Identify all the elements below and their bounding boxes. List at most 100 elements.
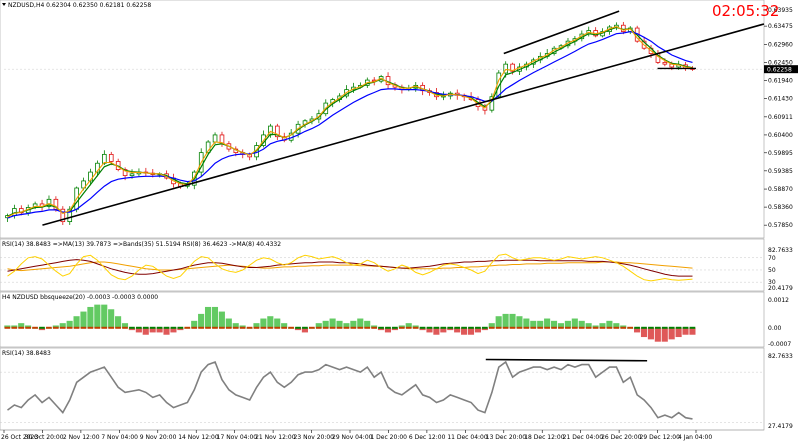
squeeze-bar	[377, 327, 385, 331]
squeeze-dot	[565, 326, 571, 329]
time-tick-label: 14 Nov 12:00	[178, 434, 219, 441]
squeeze-bar	[80, 311, 87, 328]
current-price-marker	[764, 65, 798, 74]
squeeze-dot	[336, 326, 343, 329]
candle-body	[53, 198, 59, 210]
price-tick-label: 0.58360	[768, 204, 793, 211]
candle	[205, 140, 211, 155]
squeeze-bar	[274, 318, 281, 328]
squeeze-bar	[357, 318, 364, 328]
price-tick-label: 0.63935	[768, 7, 793, 14]
candle-body	[275, 125, 280, 138]
time-tick-label: 2 Nov 12:00	[63, 434, 100, 441]
candle-body	[212, 134, 218, 143]
squeeze-dot	[364, 326, 371, 329]
squeeze-bar	[682, 327, 689, 335]
squeeze-dot	[551, 326, 557, 329]
rsi-plot	[0, 358, 764, 423]
squeeze-bar	[177, 327, 184, 331]
rsi-ma-header: RSI(14) 38.8483 =>MA(13) 39.7873 =>Bands…	[2, 241, 281, 248]
squeeze-dot	[405, 326, 412, 329]
squeeze-bar	[87, 306, 94, 328]
squeeze-dot	[52, 326, 59, 329]
price-panel[interactable]	[0, 0, 765, 239]
squeeze-plot	[4, 304, 696, 342]
squeeze-dot	[475, 326, 481, 329]
squeeze-bar	[537, 320, 544, 328]
time-tick-label: 23 Nov 20:00	[294, 434, 335, 441]
squeeze-dot	[585, 326, 592, 329]
squeeze-bar	[115, 316, 122, 328]
squeeze-bar	[170, 327, 177, 333]
squeeze-bar	[4, 325, 11, 328]
candle	[60, 206, 66, 225]
squeeze-dot	[101, 326, 108, 329]
squeeze-dot	[357, 326, 364, 329]
rsi-panel[interactable]	[0, 347, 765, 431]
squeeze-bar	[391, 327, 398, 331]
squeeze-bar	[606, 320, 613, 328]
squeeze-bar	[315, 323, 322, 328]
trendline[interactable]	[42, 23, 765, 226]
squeeze-bar	[585, 323, 592, 328]
squeeze-bar	[211, 306, 219, 328]
squeeze-bar	[94, 304, 101, 328]
squeeze-bar	[661, 327, 668, 342]
squeeze-dot	[66, 326, 73, 329]
squeeze-dot	[682, 326, 689, 329]
squeeze-bar	[668, 327, 675, 340]
squeeze-bar	[398, 325, 405, 328]
candle-body	[662, 61, 668, 65]
rsi-axis-label: 27.4179	[768, 423, 793, 430]
squeeze-dot	[502, 326, 509, 329]
squeeze-bar	[336, 320, 343, 328]
rsi-ma-axis-label: 50	[768, 267, 776, 274]
squeeze-bar	[163, 327, 170, 335]
squeeze-bar	[571, 318, 578, 328]
squeeze-bar	[371, 325, 378, 328]
squeeze-dot	[419, 326, 426, 329]
squeeze-dot	[412, 326, 419, 329]
squeeze-bar	[564, 320, 571, 328]
squeeze-dot	[212, 326, 218, 329]
squeeze-bar	[329, 318, 336, 328]
squeeze-bar	[592, 325, 599, 328]
rsi-trendline[interactable]	[485, 358, 648, 362]
squeeze-dot	[530, 326, 537, 329]
squeeze-dot	[149, 326, 156, 329]
rsi-header: RSI(14) 38.8483	[2, 350, 51, 357]
moving-average-line	[7, 26, 693, 218]
squeeze-bar	[73, 316, 80, 328]
squeeze-dot	[668, 326, 675, 329]
trendline[interactable]	[503, 10, 620, 55]
squeeze-dot	[447, 326, 454, 329]
indicator-line	[7, 253, 693, 282]
candle-body	[102, 153, 107, 164]
rsi-ma-axis-label: 70	[768, 255, 776, 262]
squeeze-bar	[108, 309, 115, 328]
squeeze-bar	[156, 327, 163, 333]
server-clock: 02:05:32	[712, 2, 779, 20]
squeeze-bar	[412, 325, 419, 328]
squeeze-dot	[122, 326, 128, 329]
squeeze-bar	[578, 320, 585, 328]
time-tick-label: 18 Dec 12:00	[524, 434, 565, 441]
squeeze-bar	[225, 318, 232, 328]
indicator-line	[7, 259, 693, 277]
squeeze-bar	[142, 327, 149, 335]
squeeze-dot	[267, 326, 274, 329]
squeeze-dot	[205, 326, 211, 329]
squeeze-dot	[495, 326, 502, 329]
squeeze-bar	[481, 327, 488, 331]
squeeze-panel[interactable]	[0, 291, 765, 348]
time-tick-label: 26 Dec 20:00	[601, 434, 642, 441]
price-axis: 0.63935 0.63475 0.62960 0.62450 0.61940 0.614…	[4, 7, 798, 229]
time-tick-label: 29 Nov 04:00	[332, 434, 373, 441]
chevron-down-icon[interactable]	[2, 3, 6, 6]
squeeze-dot	[18, 326, 25, 329]
time-tick-label: 29 Dec 12:00	[640, 434, 681, 441]
time-tick-label: 4 Jan 04:00	[678, 434, 712, 441]
squeeze-dot	[25, 326, 31, 329]
